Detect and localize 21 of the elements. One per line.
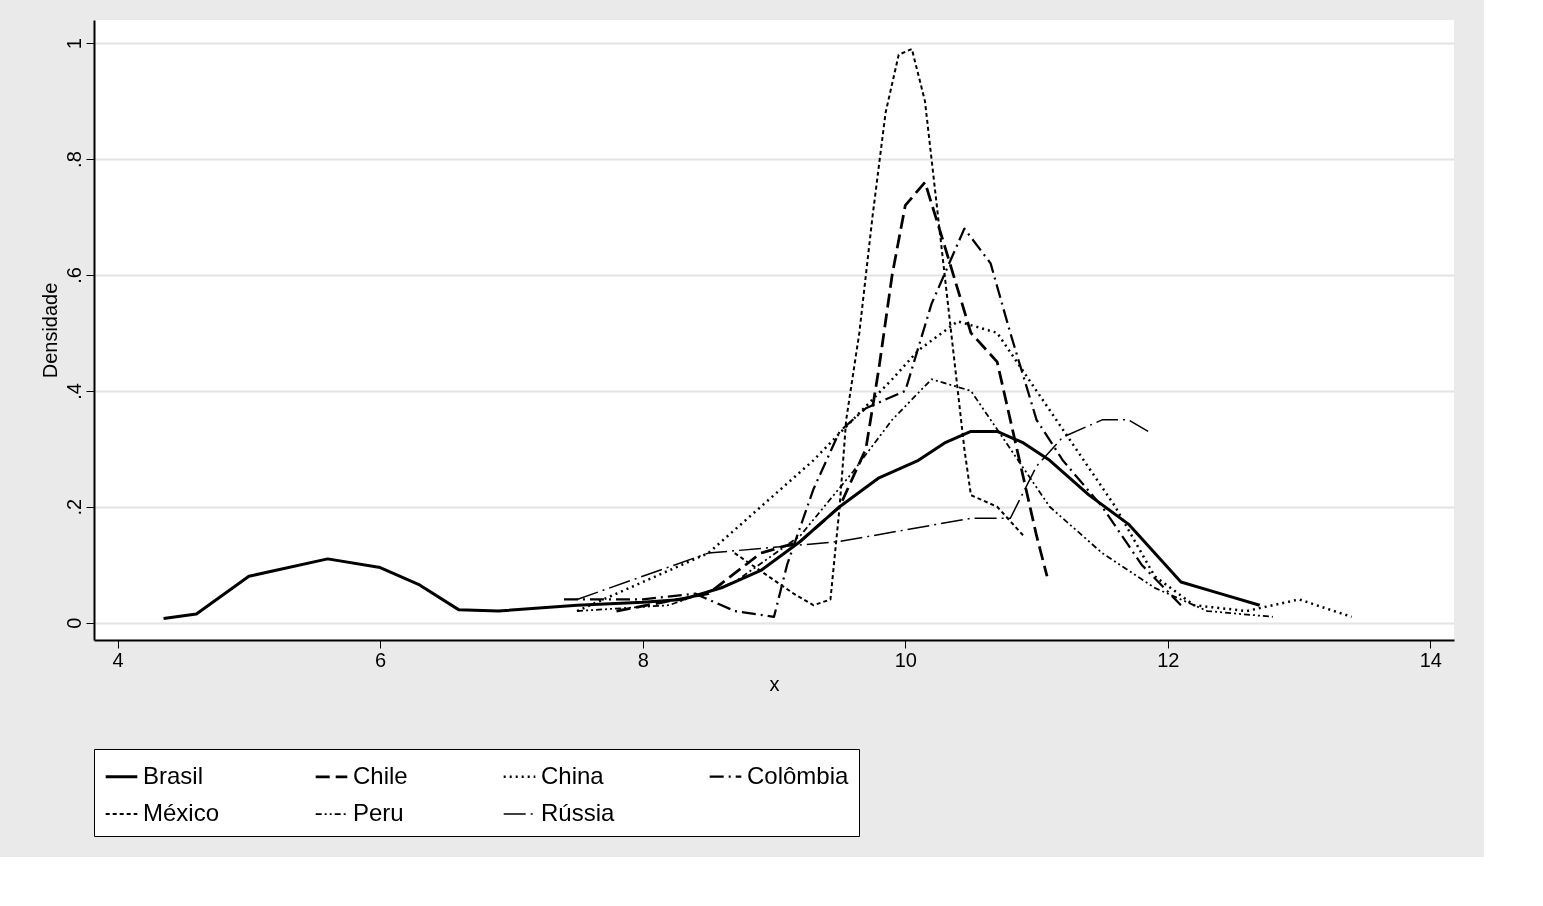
legend-label: Chile [353,761,408,789]
y-tick-label: .4 [62,383,85,400]
y-tick-label: .2 [62,498,85,516]
legend-label: México [143,799,220,826]
x-tick-label: 12 [1157,648,1180,671]
legend-label: Peru [353,799,404,826]
y-tick-label: .6 [62,267,85,284]
x-tick-label: 4 [112,648,124,671]
legend-label: China [541,761,605,789]
y-tick-label: .8 [62,151,85,168]
legend-label: Brasil [143,761,204,789]
legend-label: Colômbia [747,761,850,789]
y-tick-label: 0 [62,617,85,629]
x-axis-title: x [769,672,780,695]
x-tick-label: 10 [894,648,917,671]
x-tick-label: 8 [637,648,649,671]
y-axis-title: Densidade [38,282,61,379]
y-tick-label: 1 [62,38,85,50]
legend-label: Rússia [541,799,616,826]
x-tick-label: 6 [375,648,387,671]
x-tick-label: 14 [1419,648,1442,671]
